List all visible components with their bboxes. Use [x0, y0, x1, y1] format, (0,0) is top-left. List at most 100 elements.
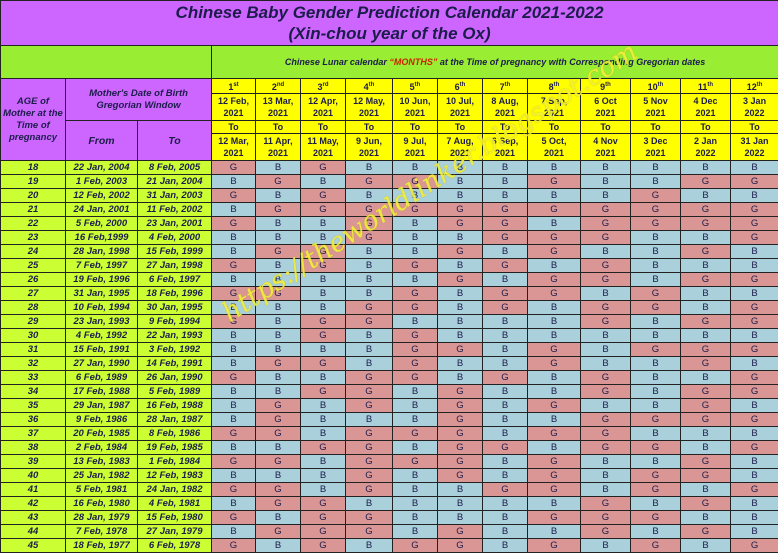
start-year: 2021 — [346, 107, 392, 119]
prediction-girl: G — [681, 357, 731, 371]
prediction-girl: G — [346, 441, 393, 455]
prediction-girl: G — [581, 259, 631, 273]
dob-from: 15 Feb, 1991 — [66, 343, 138, 357]
prediction-girl: G — [483, 259, 528, 273]
age-header: AGE of Mother at the Time of pregnancy — [1, 79, 66, 161]
prediction-boy: B — [731, 287, 778, 301]
end-day: 9 Jun, — [346, 135, 392, 147]
mother-age: 20 — [1, 189, 66, 203]
prediction-girl: G — [681, 469, 731, 483]
prediction-boy: B — [483, 427, 528, 441]
prediction-boy: B — [681, 259, 731, 273]
prediction-girl: G — [483, 203, 528, 217]
end-year: 2021 — [393, 147, 437, 159]
month-ordinal: 3rd — [301, 79, 346, 94]
dob-to: 15 Feb, 1999 — [138, 245, 212, 259]
prediction-girl: G — [483, 483, 528, 497]
prediction-girl: G — [256, 203, 301, 217]
prediction-girl: G — [731, 483, 778, 497]
prediction-girl: G — [256, 287, 301, 301]
prediction-girl: G — [581, 273, 631, 287]
prediction-girl: G — [731, 203, 778, 217]
prediction-boy: B — [212, 301, 256, 315]
prediction-girl: G — [528, 245, 581, 259]
to-label: To — [681, 121, 731, 134]
to-label: To — [731, 121, 778, 134]
mother-age: 25 — [1, 259, 66, 273]
start-day: 12 May, — [346, 95, 392, 107]
mother-age: 30 — [1, 329, 66, 343]
prediction-boy: B — [681, 511, 731, 525]
prediction-boy: B — [483, 413, 528, 427]
prediction-boy: B — [346, 413, 393, 427]
mother-age: 37 — [1, 427, 66, 441]
prediction-boy: B — [301, 371, 346, 385]
ordinal-suffix: th — [707, 82, 713, 88]
prediction-boy: B — [212, 385, 256, 399]
prediction-girl: G — [731, 231, 778, 245]
mother-age: 36 — [1, 413, 66, 427]
prediction-girl: G — [483, 231, 528, 245]
to-label: To — [301, 121, 346, 134]
dob-from: 5 Feb, 2000 — [66, 217, 138, 231]
prediction-boy: B — [528, 189, 581, 203]
prediction-girl: G — [681, 385, 731, 399]
prediction-girl: G — [681, 175, 731, 189]
prediction-boy: B — [438, 315, 483, 329]
prediction-girl: G — [681, 217, 731, 231]
prediction-girl: G — [256, 525, 301, 539]
prediction-girl: G — [346, 231, 393, 245]
prediction-boy: B — [631, 161, 681, 175]
prediction-girl: G — [528, 287, 581, 301]
prediction-girl: G — [393, 203, 438, 217]
start-year: 2021 — [483, 107, 527, 119]
month-end-date: 11 Apr,2021 — [256, 134, 301, 161]
prediction-girl: G — [393, 259, 438, 273]
prediction-boy: B — [256, 385, 301, 399]
prediction-girl: G — [301, 315, 346, 329]
prediction-girl: G — [528, 343, 581, 357]
prediction-girl: G — [212, 371, 256, 385]
prediction-boy: B — [301, 483, 346, 497]
prediction-boy: B — [631, 245, 681, 259]
prediction-girl: G — [631, 287, 681, 301]
ordinal-suffix: th — [554, 82, 560, 88]
prediction-boy: B — [731, 455, 778, 469]
prediction-girl: G — [483, 287, 528, 301]
ordinal-suffix: th — [415, 82, 421, 88]
prediction-boy: B — [731, 329, 778, 343]
prediction-boy: B — [631, 525, 681, 539]
prediction-boy: B — [212, 273, 256, 287]
start-year: 2021 — [438, 107, 482, 119]
prediction-boy: B — [528, 371, 581, 385]
prediction-boy: B — [393, 231, 438, 245]
prediction-girl: G — [212, 217, 256, 231]
dob-from: 25 Jan, 1982 — [66, 469, 138, 483]
prediction-girl: G — [301, 259, 346, 273]
prediction-boy: B — [346, 357, 393, 371]
start-day: 3 Jan — [731, 95, 778, 107]
prediction-girl: G — [631, 441, 681, 455]
prediction-boy: B — [631, 371, 681, 385]
prediction-girl: G — [301, 497, 346, 511]
prediction-boy: B — [346, 245, 393, 259]
prediction-girl: G — [681, 525, 731, 539]
month-ordinal: 7th — [483, 79, 528, 94]
prediction-girl: G — [528, 483, 581, 497]
dob-from: 16 Feb,1999 — [66, 231, 138, 245]
start-year: 2021 — [681, 107, 730, 119]
prediction-girl: G — [528, 203, 581, 217]
dob-to: 1 Feb, 1984 — [138, 455, 212, 469]
dob-to: 9 Feb, 1994 — [138, 315, 212, 329]
prediction-girl: G — [438, 469, 483, 483]
prediction-boy: B — [256, 315, 301, 329]
prediction-boy: B — [301, 455, 346, 469]
prediction-boy: B — [301, 301, 346, 315]
lunar-header-text-end: at the Time of pregnancy with Correspond… — [437, 57, 705, 67]
prediction-girl: G — [528, 357, 581, 371]
